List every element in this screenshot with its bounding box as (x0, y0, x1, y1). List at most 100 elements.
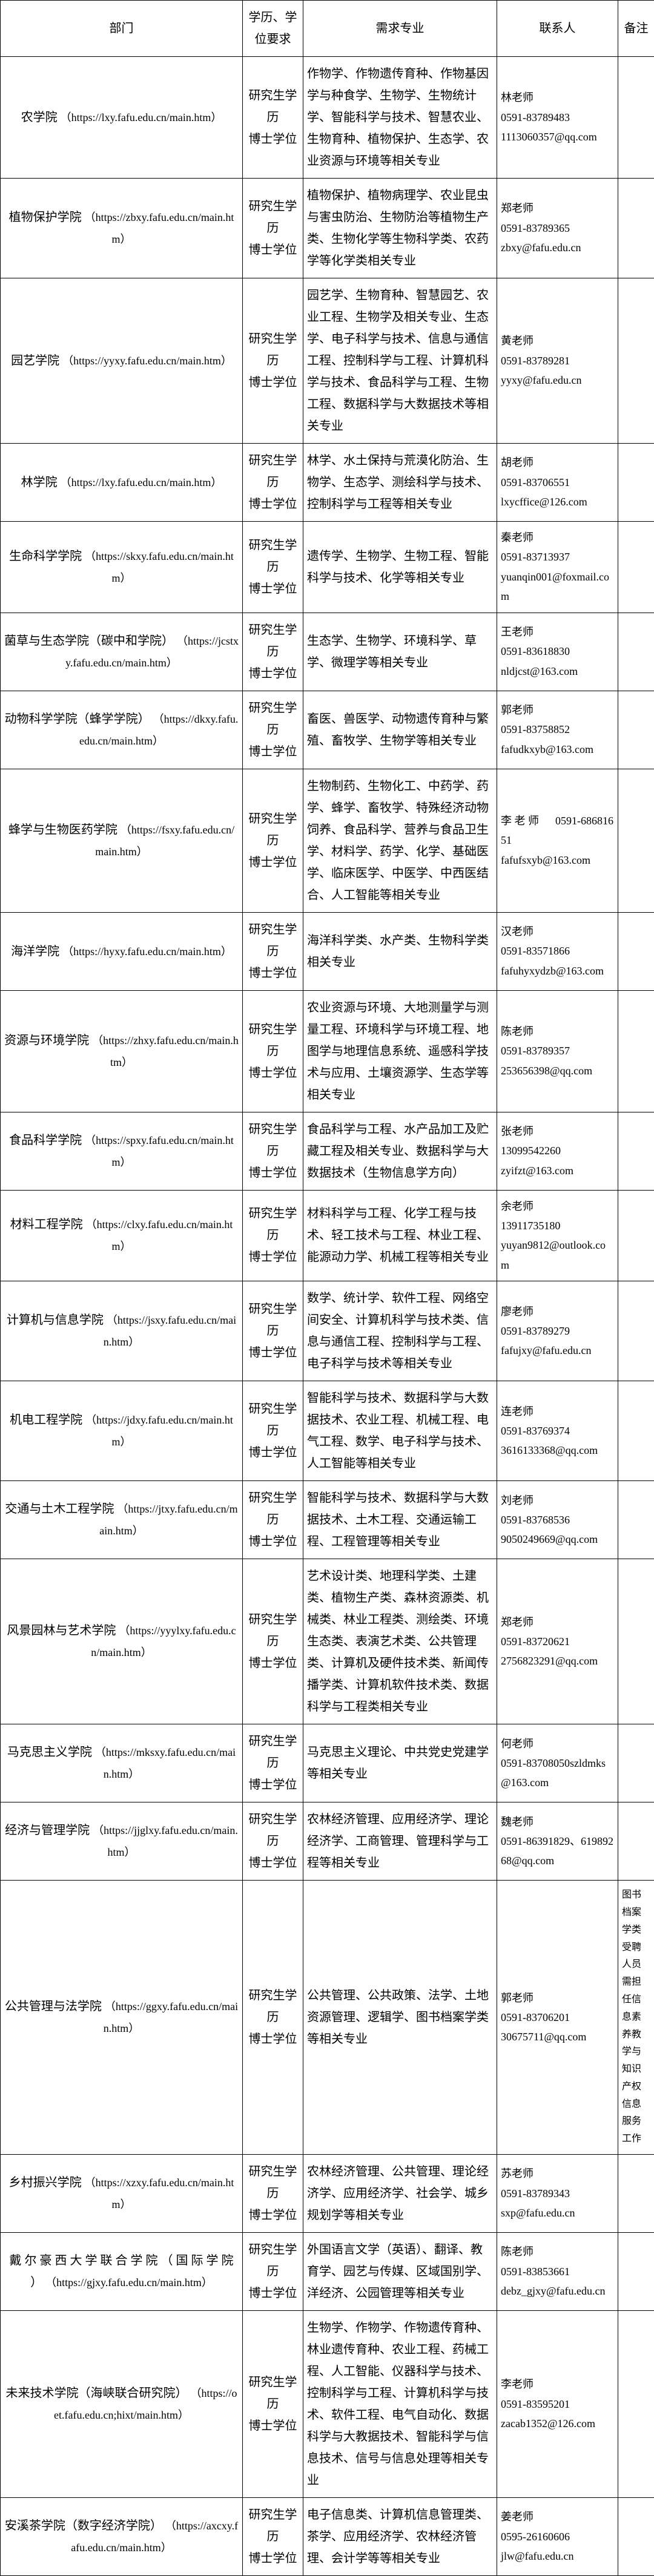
dept-name: 农学院 (21, 111, 58, 124)
remark-cell (618, 912, 654, 990)
major-cell: 农林经济管理、公共管理、理论经济学、应用经济学、社会学、城乡规划学等相关专业 (303, 2155, 497, 2233)
table-row: 风景园林与艺术学院 （https://yyylxy.fafu.edu.cn/ma… (1, 1559, 654, 1724)
table-row: 计算机与信息学院 （https://jsxy.fafu.edu.cn/main.… (1, 1281, 654, 1381)
table-row: 林学院 （https://lxy.fafu.edu.cn/main.htm）研究… (1, 444, 654, 522)
table-row: 资源与环境学院 （https://zhxy.fafu.edu.cn/main.h… (1, 990, 654, 1112)
dept-name: 动物科学学院（蜂学学院） (5, 712, 150, 726)
remark-cell (618, 1802, 654, 1881)
dept-url: （https://mksxy.fafu.edu.cn/main.htm） (95, 1746, 236, 1780)
edu-cell: 研究生学历博士学位 (243, 1802, 303, 1881)
table-row: 乡村振兴学院 （https://xzxy.fafu.edu.cn/main.ht… (1, 2155, 654, 2233)
contact-cell: 郭老师0591-83758852fafudkxyb@163.com (497, 691, 618, 769)
table-row: 交通与土木工程学院 （https://jtxy.fafu.edu.cn/main… (1, 1481, 654, 1559)
dept-url: （https://gjxy.fafu.edu.cn/main.htm） (45, 2276, 213, 2288)
table-row: 安溪茶学院（数字经济学院） （https://axcxy.fafu.edu.cn… (1, 2498, 654, 2576)
dept-url: （https://zbxy.fafu.edu.cn/main.htm） (85, 211, 234, 245)
dept-cell: 农学院 （https://lxy.fafu.edu.cn/main.htm） (1, 57, 243, 179)
dept-name: 公共管理与法学院 (5, 2000, 102, 2013)
dept-name: 生命科学学院 (9, 550, 82, 563)
dept-url: （https://lxy.fafu.edu.cn/main.htm） (61, 476, 222, 488)
table-row: 食品科学学院 （https://spxy.fafu.edu.cn/main.ht… (1, 1112, 654, 1190)
header-remark: 备注 (618, 1, 654, 57)
edu-cell: 研究生学历博士学位 (243, 990, 303, 1112)
major-cell: 畜医、兽医学、动物遗传育种与繁殖、畜牧学、生物学等相关专业 (303, 691, 497, 769)
dept-url: （https://jdxy.fafu.edu.cn/main.htm） (85, 1414, 233, 1448)
dept-cell: 资源与环境学院 （https://zhxy.fafu.edu.cn/main.h… (1, 990, 243, 1112)
edu-cell: 研究生学历博士学位 (243, 2498, 303, 2576)
dept-url: （https://spxy.fafu.edu.cn/main.htm） (85, 1134, 234, 1168)
dept-cell: 乡村振兴学院 （https://xzxy.fafu.edu.cn/main.ht… (1, 2155, 243, 2233)
recruitment-table: 部门 学历、学位要求 需求专业 联系人 备注 农学院 （https://lxy.… (0, 0, 654, 2576)
remark-cell (618, 278, 654, 444)
dept-name: 交通与土木工程学院 (5, 1502, 114, 1516)
major-cell: 马克思主义理论、中共党史党建学等相关专业 (303, 1724, 497, 1802)
major-cell: 材料科学与工程、化学工程与技术、轻工技术与工程、林业工程、能源动力学、机械工程等… (303, 1190, 497, 1281)
major-cell: 农业资源与环境、大地测量学与测量工程、环境科学与环境工程、地图学与地理信息系统、… (303, 990, 497, 1112)
dept-name: 植物保护学院 (9, 211, 82, 224)
contact-cell: 苏老师0591-83789343sxp@fafu.edu.cn (497, 2155, 618, 2233)
dept-name: 林学院 (21, 476, 58, 489)
contact-cell: 郭老师0591-8370620130675711@qq.com (497, 1881, 618, 2155)
dept-cell: 戴 尔 豪 西 大 学 联 合 学 院 （ 国 际 学 院 ） （https:/… (1, 2233, 243, 2311)
remark-cell (618, 2155, 654, 2233)
edu-cell: 研究生学历博士学位 (243, 613, 303, 691)
major-cell: 外国语言文学（英语）、翻译、教育学、园艺与传媒、区域国别学、洋经济、公园管理等相… (303, 2233, 497, 2311)
major-cell: 海洋科学类、水产类、生物科学类相关专业 (303, 912, 497, 990)
dept-cell: 交通与土木工程学院 （https://jtxy.fafu.edu.cn/main… (1, 1481, 243, 1559)
edu-cell: 研究生学历博士学位 (243, 1381, 303, 1481)
remark-cell (618, 1724, 654, 1802)
dept-cell: 植物保护学院 （https://zbxy.fafu.edu.cn/main.ht… (1, 179, 243, 278)
remark-cell (618, 1190, 654, 1281)
dept-cell: 计算机与信息学院 （https://jsxy.fafu.edu.cn/main.… (1, 1281, 243, 1381)
dept-url: （https://yyxy.fafu.edu.cn/main.htm） (62, 355, 232, 367)
major-cell: 艺术设计类、地理科学类、土建类、植物生产类、森林资源类、机械类、林业工程类、测绘… (303, 1559, 497, 1724)
table-row: 生命科学学院 （https://skxy.fafu.edu.cn/main.ht… (1, 522, 654, 613)
dept-cell: 安溪茶学院（数字经济学院） （https://axcxy.fafu.edu.cn… (1, 2498, 243, 2576)
major-cell: 生物学、作物学、作物遗传育种、林业遗传育种、农业工程、药械工程、人工智能、仪器科… (303, 2311, 497, 2498)
edu-cell: 研究生学历博士学位 (243, 912, 303, 990)
dept-cell: 园艺学院 （https://yyxy.fafu.edu.cn/main.htm） (1, 278, 243, 444)
table-row: 戴 尔 豪 西 大 学 联 合 学 院 （ 国 际 学 院 ） （https:/… (1, 2233, 654, 2311)
remark-cell (618, 522, 654, 613)
dept-name: 食品科学学院 (9, 1134, 82, 1147)
table-row: 公共管理与法学院 （https://ggxy.fafu.edu.cn/main.… (1, 1881, 654, 2155)
table-row: 海洋学院 （https://hyxy.fafu.edu.cn/main.htm）… (1, 912, 654, 990)
edu-cell: 研究生学历博士学位 (243, 1481, 303, 1559)
dept-url: （https://lxy.fafu.edu.cn/main.htm） (61, 111, 222, 123)
edu-cell: 研究生学历博士学位 (243, 278, 303, 444)
dept-name: 园艺学院 (11, 354, 59, 367)
header-major: 需求专业 (303, 1, 497, 57)
contact-cell: 李老师0591-83595201zacab1352@126.com (497, 2311, 618, 2498)
dept-url: （https://jtxy.fafu.edu.cn/main.htm） (99, 1503, 237, 1537)
major-cell: 电子信息类、计算机信息管理类、茶学、应用经济学、农林经济管理、会计学等等相关专业 (303, 2498, 497, 2576)
dept-cell: 生命科学学院 （https://skxy.fafu.edu.cn/main.ht… (1, 522, 243, 613)
contact-cell: 郑老师0591-83789365zbxy@fafu.edu.cn (497, 179, 618, 278)
remark-cell (618, 613, 654, 691)
dept-name: 安溪茶学院（数字经济学院） (5, 2519, 162, 2532)
dept-cell: 风景园林与艺术学院 （https://yyylxy.fafu.edu.cn/ma… (1, 1559, 243, 1724)
contact-cell: 刘老师0591-837685369050249669@qq.com (497, 1481, 618, 1559)
major-cell: 生物制药、生物化工、中药学、药学、蜂学、畜牧学、特殊经济动物饲养、食品科学、营养… (303, 769, 497, 912)
remark-cell (618, 2498, 654, 2576)
dept-cell: 蜂学与生物医药学院 （https://fsxy.fafu.edu.cn/main… (1, 769, 243, 912)
edu-cell: 研究生学历博士学位 (243, 522, 303, 613)
contact-cell: 魏老师0591-86391829、61989268@qq.com (497, 1802, 618, 1881)
edu-cell: 研究生学历博士学位 (243, 1112, 303, 1190)
contact-cell: 李 老 师 0591-68681651fafufsxyb@163.com (497, 769, 618, 912)
contact-cell: 陈老师0591-83789357253656398@qq.com (497, 990, 618, 1112)
major-cell: 生态学、生物学、环境科学、草学、微理学等相关专业 (303, 613, 497, 691)
contact-cell: 连老师0591-837693743616133368@qq.com (497, 1381, 618, 1481)
table-row: 蜂学与生物医药学院 （https://fsxy.fafu.edu.cn/main… (1, 769, 654, 912)
major-cell: 植物保护、植物病理学、农业昆虫与害虫防治、生物防治等植物生产类、生物化学等生物科… (303, 179, 497, 278)
contact-cell: 林老师0591-837894831113060357@qq.com (497, 57, 618, 179)
dept-cell: 林学院 （https://lxy.fafu.edu.cn/main.htm） (1, 444, 243, 522)
contact-cell: 余老师13911735180yuyan9812@outlook.com (497, 1190, 618, 1281)
dept-cell: 经济与管理学院 （https://jjglxy.fafu.edu.cn/main… (1, 1802, 243, 1881)
dept-name: 乡村振兴学院 (9, 2176, 82, 2189)
remark-cell (618, 179, 654, 278)
dept-name: 风景园林与艺术学院 (7, 1624, 116, 1637)
dept-name: 材料工程学院 (10, 1218, 83, 1231)
major-cell: 作物学、作物遗传育种、作物基因学与种食学、生物学、生物统计学、智能科学与技术、智… (303, 57, 497, 179)
table-row: 植物保护学院 （https://zbxy.fafu.edu.cn/main.ht… (1, 179, 654, 278)
remark-cell (618, 1281, 654, 1381)
